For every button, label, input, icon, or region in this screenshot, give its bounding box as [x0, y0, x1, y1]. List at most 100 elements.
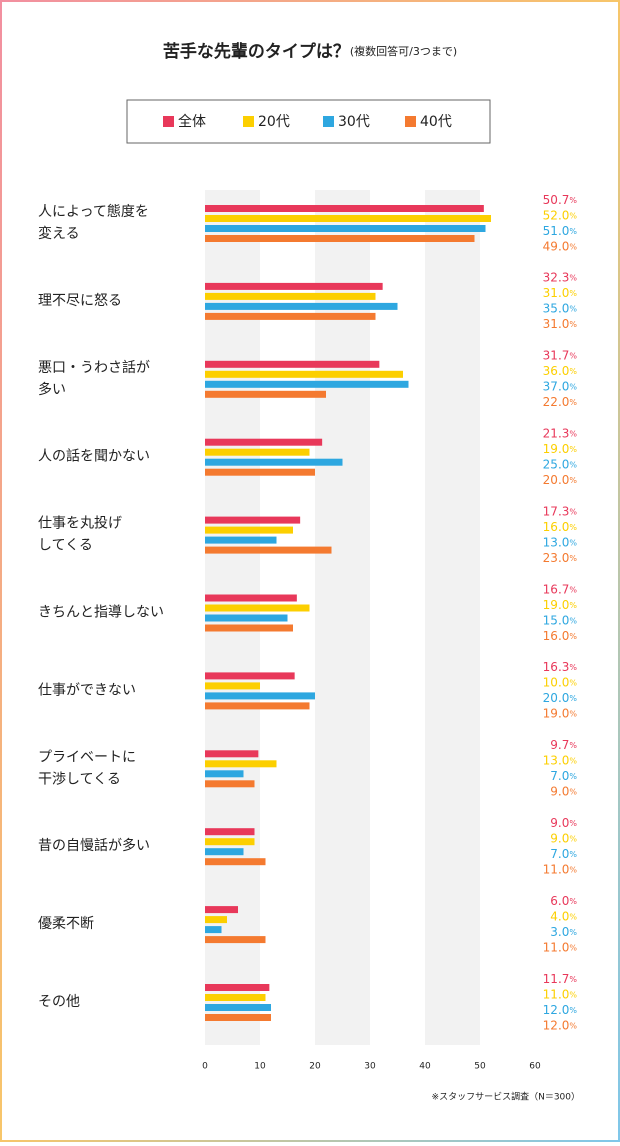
value-label: 7.0% — [550, 846, 577, 860]
x-tick-label: 60 — [529, 1062, 541, 1072]
bar — [205, 390, 326, 398]
value-label: 19.0% — [543, 441, 578, 455]
category-label: その他 — [38, 994, 80, 1010]
bar — [205, 926, 222, 934]
legend-label: 30代 — [338, 114, 370, 130]
value-label: 16.3% — [543, 660, 578, 674]
legend-swatch — [405, 116, 416, 127]
bar — [205, 750, 259, 758]
value-label: 17.3% — [543, 504, 578, 518]
legend-swatch — [243, 116, 254, 127]
value-label: 3.0% — [550, 924, 577, 938]
bar — [205, 828, 255, 836]
value-label: 32.3% — [543, 270, 578, 284]
value-label: 49.0% — [543, 239, 578, 253]
bar — [205, 614, 288, 622]
value-label: 11.0% — [543, 940, 578, 954]
bar — [205, 526, 293, 534]
category-label: 優柔不断 — [38, 916, 94, 932]
value-label: 16.0% — [543, 628, 578, 642]
x-tick-label: 30 — [364, 1062, 376, 1072]
bar — [205, 692, 315, 700]
value-label: 15.0% — [543, 613, 578, 627]
value-label: 10.0% — [543, 675, 578, 689]
bar — [205, 205, 484, 212]
value-label: 13.0% — [543, 535, 578, 549]
bar — [205, 380, 409, 388]
value-label: 11.0% — [543, 987, 578, 1001]
x-tick-label: 20 — [309, 1062, 321, 1072]
category-label: 人によって態度を変える — [38, 204, 149, 242]
value-label: 20.0% — [543, 691, 578, 705]
bar — [205, 458, 343, 466]
legend: 全体 20代 30代 40代 — [163, 113, 452, 130]
bar — [205, 292, 376, 300]
value-label: 37.0% — [543, 379, 578, 393]
value-label: 22.0% — [543, 395, 578, 409]
bar — [205, 682, 260, 690]
x-tick-label: 10 — [254, 1062, 266, 1072]
bar — [205, 1014, 271, 1021]
value-label: 35.0% — [543, 301, 578, 315]
legend-label: 40代 — [420, 114, 452, 130]
value-label: 12.0% — [543, 1002, 578, 1016]
value-label: 12.0% — [543, 1018, 578, 1032]
legend-box — [126, 99, 491, 144]
value-label: 19.0% — [543, 597, 578, 611]
value-label: 50.7% — [543, 192, 578, 206]
value-label: 16.7% — [543, 582, 578, 596]
chart-title: 苦手な先輩のタイプは？ — [163, 41, 350, 62]
value-label: 11.7% — [543, 971, 578, 985]
value-label: 9.7% — [550, 738, 577, 752]
category-label: きちんと指導しない — [38, 605, 164, 621]
category-label: 理不尽に怒る — [38, 293, 122, 309]
bar — [205, 225, 486, 232]
legend-label: 全体 — [178, 113, 206, 130]
value-label: 23.0% — [543, 550, 578, 564]
bar — [205, 858, 266, 866]
value-label: 31.7% — [543, 348, 578, 362]
bar — [205, 702, 310, 710]
value-label: 31.0% — [543, 286, 578, 300]
bar — [205, 594, 297, 602]
bar — [205, 906, 238, 914]
grid-band — [425, 190, 480, 1045]
bar — [205, 536, 277, 544]
value-label: 16.0% — [543, 519, 578, 533]
bar — [205, 282, 383, 290]
bar — [205, 546, 332, 554]
chart-subtitle: (複数回答可/3つまで) — [350, 44, 457, 58]
bar — [205, 994, 266, 1001]
legend-label: 20代 — [258, 114, 290, 130]
bar — [205, 760, 277, 768]
bar — [205, 936, 266, 944]
value-label: 19.0% — [543, 706, 578, 720]
bar — [205, 672, 295, 680]
bar — [205, 1004, 271, 1011]
title-line: 苦手な先輩のタイプは？(複数回答可/3つまで) — [163, 41, 457, 62]
grid-band — [315, 190, 370, 1045]
note: ※スタッフサービス調査（N＝300） — [432, 1091, 580, 1103]
value-label: 9.0% — [550, 815, 577, 829]
value-label: 52.0% — [543, 208, 578, 222]
bar — [205, 984, 270, 991]
value-label: 20.0% — [543, 472, 578, 486]
bar — [205, 448, 310, 456]
value-label: 9.0% — [550, 831, 577, 845]
bar — [205, 624, 293, 632]
category-label: 仕事ができない — [38, 682, 136, 698]
x-tick-label: 40 — [419, 1062, 431, 1072]
bar — [205, 360, 380, 368]
bar — [205, 438, 323, 446]
value-label: 9.0% — [550, 784, 577, 798]
category-label: 昔の自慢話が多い — [38, 837, 150, 854]
value-label: 21.3% — [543, 426, 578, 440]
bar — [205, 302, 398, 310]
bar — [205, 370, 403, 378]
bar — [205, 468, 315, 476]
legend-swatch — [323, 116, 334, 127]
bar — [205, 235, 475, 242]
x-tick-label: 50 — [474, 1062, 486, 1072]
